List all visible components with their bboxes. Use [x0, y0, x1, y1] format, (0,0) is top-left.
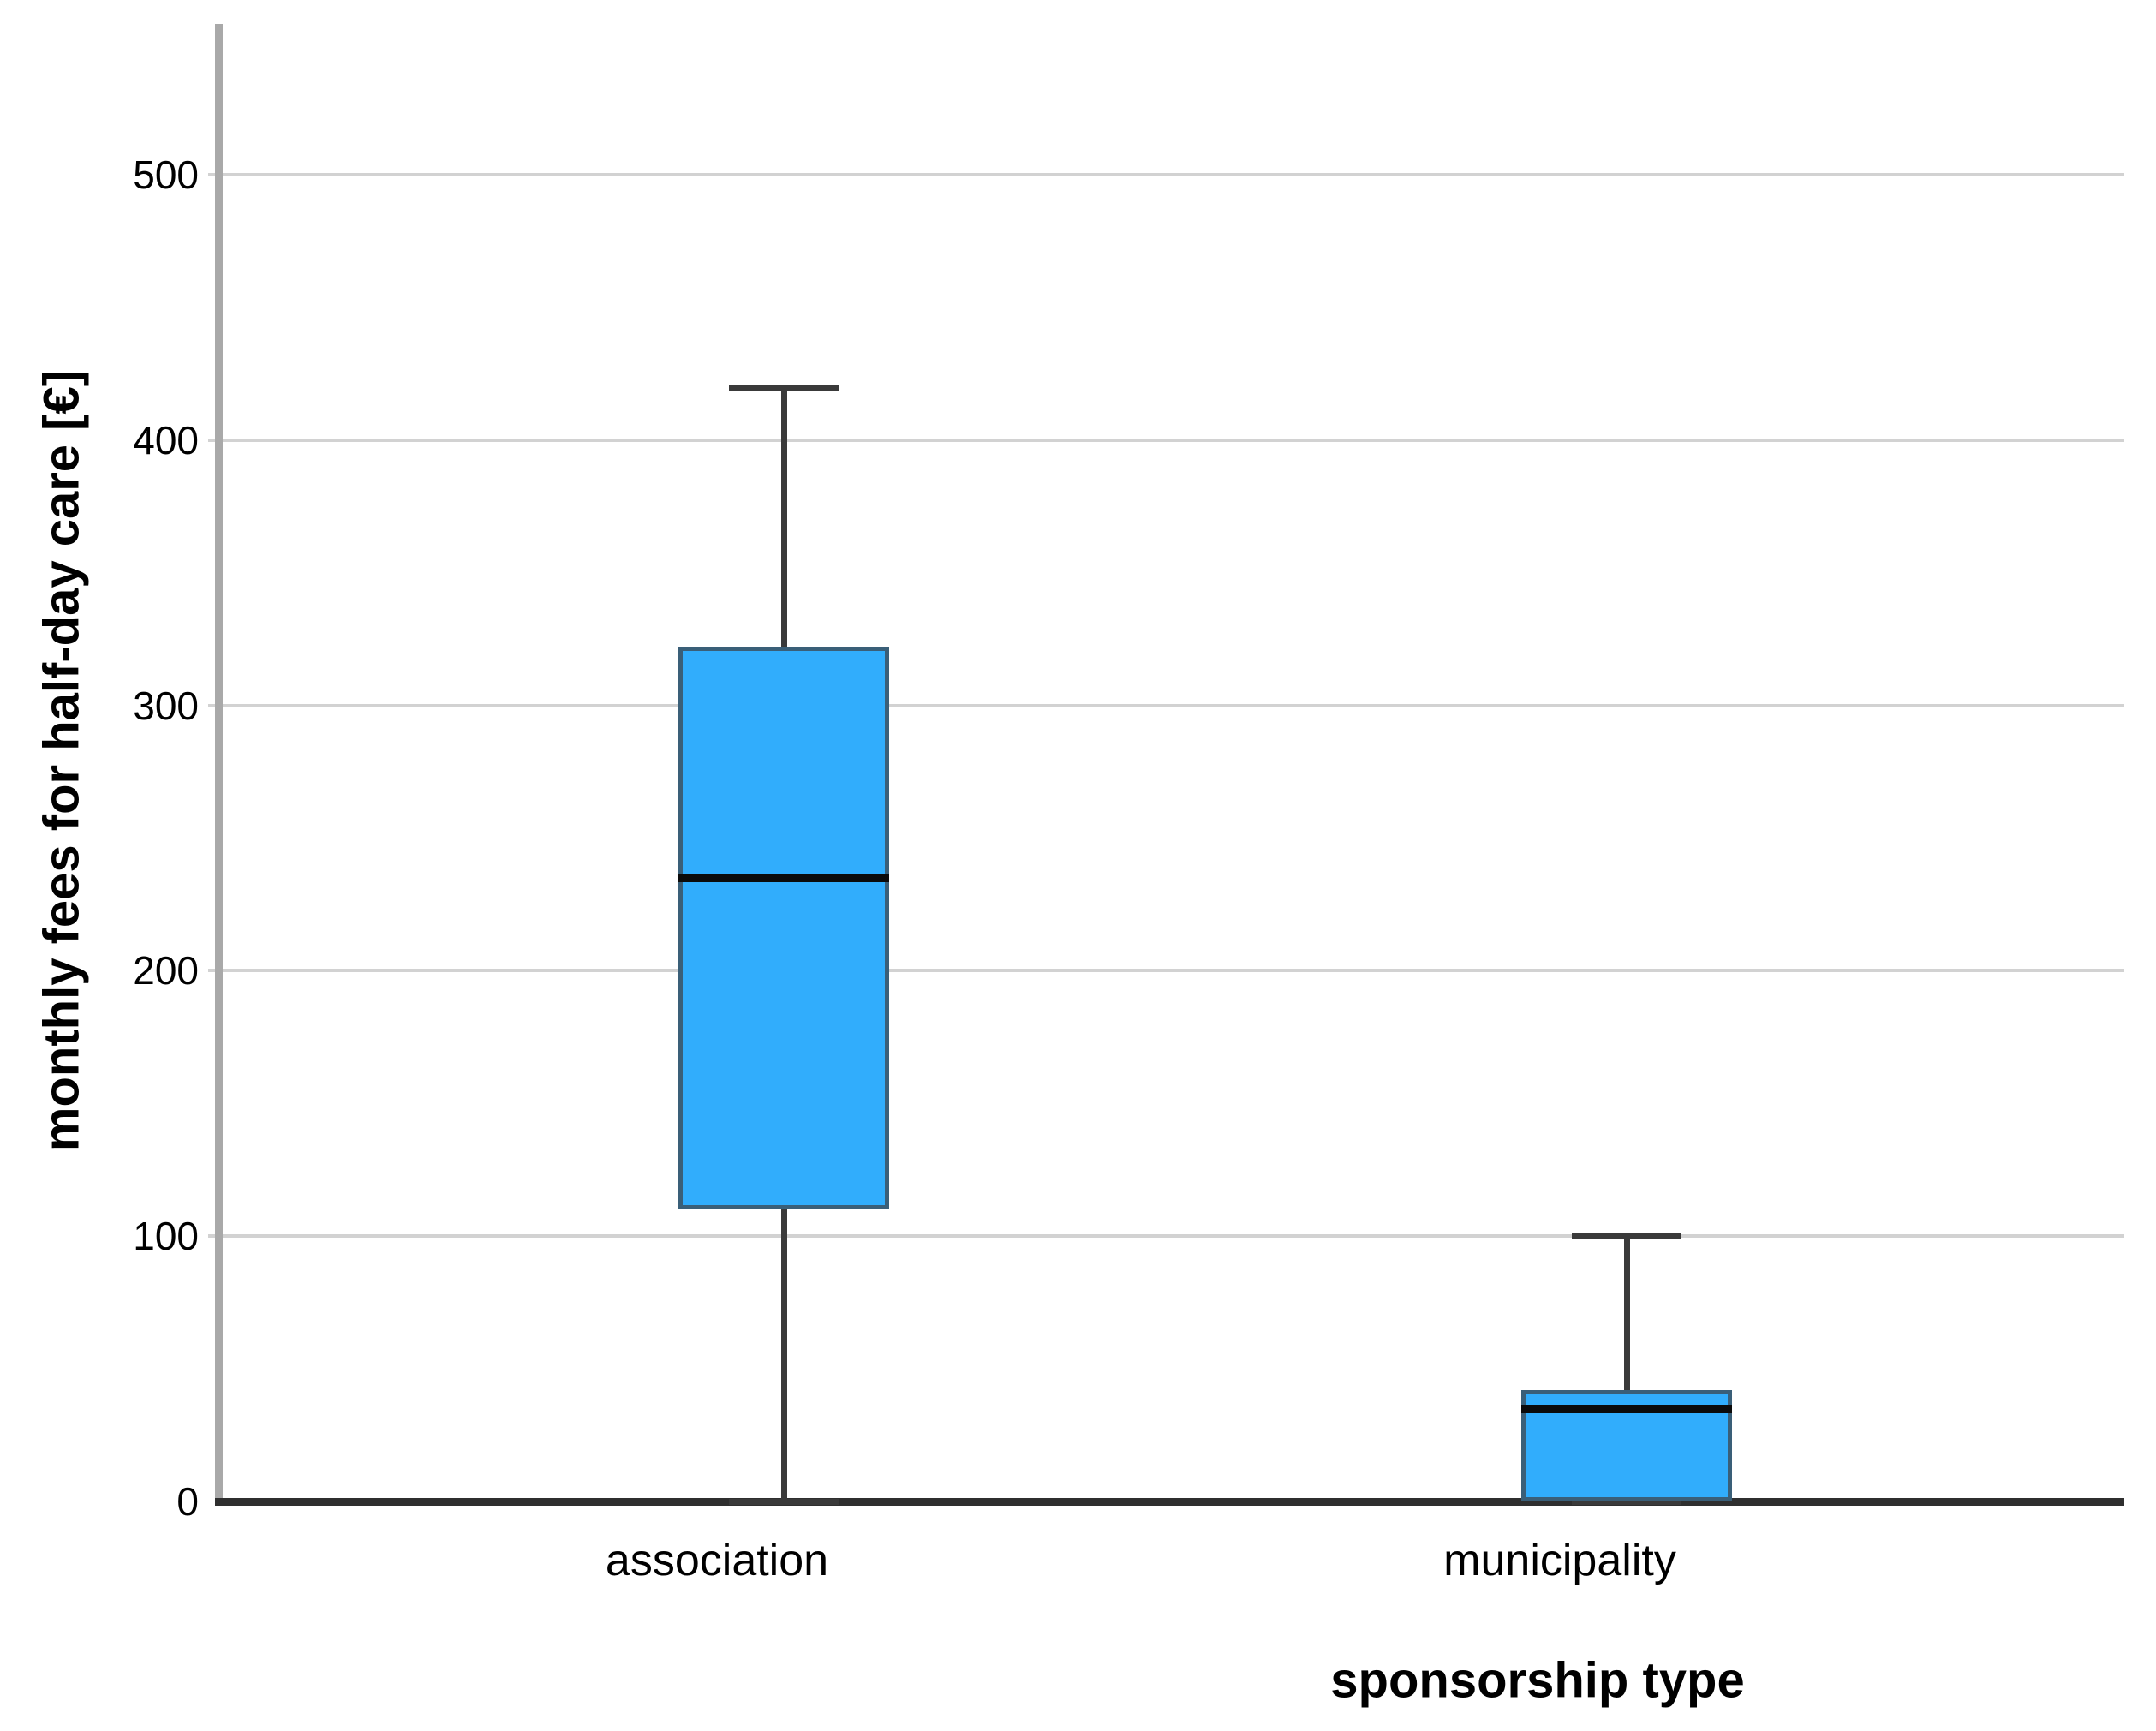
y-tick-label: 400: [133, 417, 199, 463]
gridline: [208, 438, 2124, 442]
whisker-upper-line: [780, 386, 787, 648]
y-tick-label: 200: [133, 948, 199, 994]
gridline: [208, 969, 2124, 973]
gridline: [208, 1234, 2124, 1239]
y-tick-label: 500: [133, 152, 199, 197]
y-tick-label: 300: [133, 683, 199, 728]
whisker-lower-line: [780, 1209, 787, 1501]
whisker-min-cap: [1572, 1499, 1681, 1505]
whisker-min-cap: [729, 1499, 839, 1505]
gridline: [208, 703, 2124, 707]
gridline: [208, 173, 2124, 176]
whisker-max-cap: [1572, 1233, 1681, 1240]
category-label: municipality: [1443, 1536, 1676, 1585]
x-axis-line: [215, 1498, 2124, 1506]
category-label: association: [605, 1536, 829, 1585]
median-line: [1521, 1404, 1732, 1413]
y-axis-line: [215, 24, 223, 1505]
y-tick-label: 100: [133, 1214, 199, 1259]
whisker-upper-line: [1623, 1236, 1630, 1390]
y-axis-title: monthly fees for half-day care [€]: [33, 369, 90, 1152]
box: [678, 647, 889, 1210]
y-tick-label: 0: [176, 1479, 199, 1524]
whisker-max-cap: [729, 384, 839, 391]
median-line: [678, 873, 889, 882]
x-axis-title: sponsorship type: [1330, 1652, 1745, 1709]
